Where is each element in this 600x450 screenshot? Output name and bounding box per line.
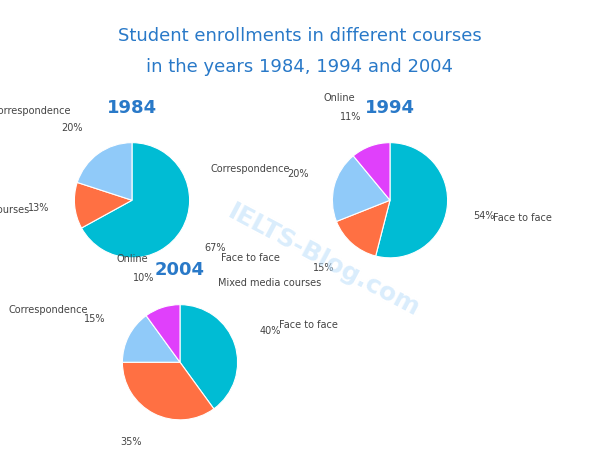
- Text: 35%: 35%: [121, 436, 142, 447]
- Wedge shape: [122, 315, 180, 362]
- Text: Correspondence: Correspondence: [8, 305, 88, 315]
- Text: 40%: 40%: [259, 326, 281, 337]
- Wedge shape: [74, 182, 132, 228]
- Text: Online: Online: [116, 254, 148, 264]
- Text: 20%: 20%: [287, 170, 309, 180]
- Text: 15%: 15%: [84, 315, 106, 324]
- Text: Face to face: Face to face: [278, 320, 337, 330]
- Wedge shape: [376, 143, 448, 258]
- Wedge shape: [77, 143, 132, 200]
- Text: Online: Online: [323, 93, 355, 103]
- Text: Mixed media courses: Mixed media courses: [0, 205, 29, 215]
- Text: Face to face: Face to face: [221, 253, 280, 263]
- Wedge shape: [146, 305, 180, 362]
- Text: Correspondence: Correspondence: [210, 164, 290, 175]
- Text: 13%: 13%: [28, 203, 49, 213]
- Text: in the years 1984, 1994 and 2004: in the years 1984, 1994 and 2004: [146, 58, 454, 76]
- Text: 1994: 1994: [365, 99, 415, 117]
- Text: Face to face: Face to face: [493, 213, 552, 223]
- Text: 15%: 15%: [313, 263, 335, 273]
- Wedge shape: [332, 156, 390, 221]
- Text: 11%: 11%: [340, 112, 362, 122]
- Text: Student enrollments in different courses: Student enrollments in different courses: [118, 27, 482, 45]
- Text: 54%: 54%: [473, 211, 494, 220]
- Text: 67%: 67%: [204, 243, 226, 253]
- Text: 2004: 2004: [155, 261, 205, 279]
- Wedge shape: [122, 362, 214, 420]
- Text: Correspondence: Correspondence: [0, 106, 71, 117]
- Text: IELTS-Blog.com: IELTS-Blog.com: [224, 200, 424, 322]
- Wedge shape: [353, 143, 390, 200]
- Wedge shape: [180, 305, 238, 409]
- Text: 10%: 10%: [133, 273, 154, 283]
- Text: 20%: 20%: [61, 123, 83, 133]
- Wedge shape: [337, 200, 390, 256]
- Wedge shape: [82, 143, 190, 258]
- Text: 1984: 1984: [107, 99, 157, 117]
- Text: Mixed media courses: Mixed media courses: [218, 278, 322, 288]
